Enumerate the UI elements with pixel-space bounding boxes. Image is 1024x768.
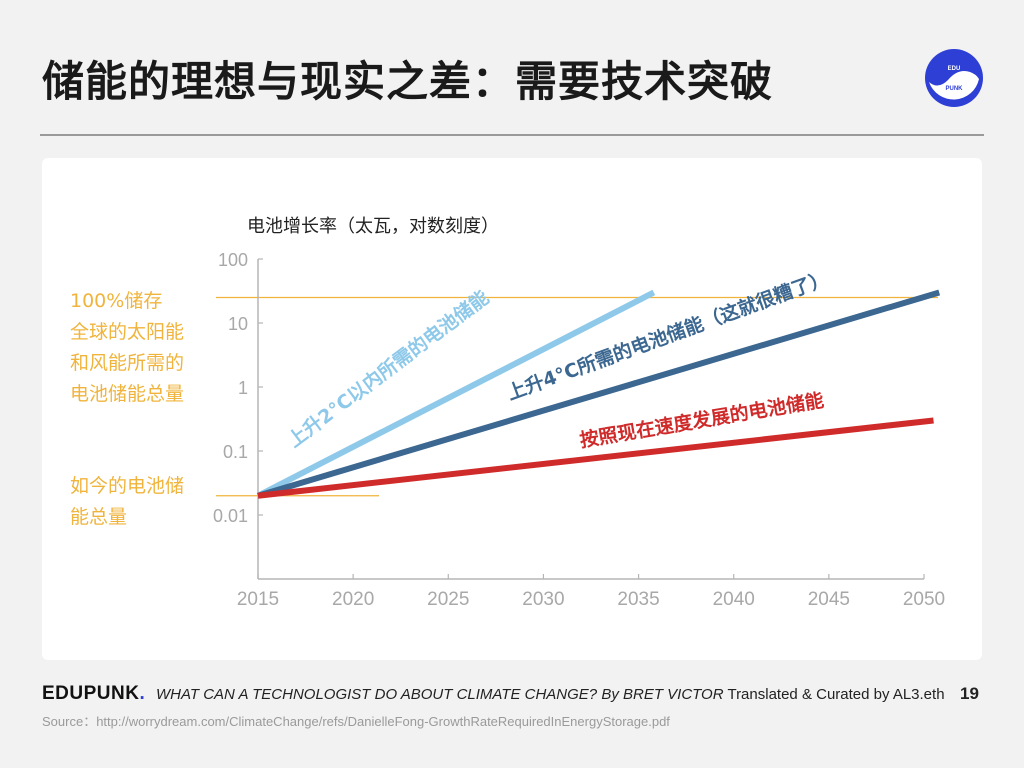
y-tick-label: 10 [228,314,248,334]
footer-plain-text: Translated & Curated by AL3.eth [723,686,945,703]
svg-text:PUNK: PUNK [945,86,963,92]
chart-panel: 电池增长率（太瓦，对数刻度） 100 10 1 0.1 0.01 2015 2020 2025 2… [42,158,982,660]
reference-label-full-storage: 100%储存全球的太阳能和风能所需的电池储能总量 [70,290,184,405]
y-tick-label: 100 [218,250,248,270]
edupunk-logo: EDU PUNK [924,48,984,108]
page-title: 储能的理想与现实之差：需要技术突破 [42,57,774,106]
x-tick-label: 2045 [808,589,850,610]
page-number: 19 [960,684,979,703]
series-line-1 [256,289,656,499]
reference-label-current-storage: 如今的电池储能总量 [70,475,184,528]
series-line-2 [257,289,941,499]
footer-italic-text: WHAT CAN A TECHNOLOGIST DO ABOUT CLIMATE… [156,686,724,703]
x-tick-label: 2025 [427,589,469,610]
x-tick-label: 2020 [332,589,374,610]
series-line-3 [257,417,934,499]
x-tick-label: 2040 [713,589,755,610]
series-label-2: 上升4°C所需的电池储能（这就很糟了） [504,267,832,405]
x-tick-label: 2015 [237,589,279,610]
x-tick-label: 2050 [903,589,945,610]
footer-credit: WHAT CAN A TECHNOLOGIST DO ABOUT CLIMATE… [156,686,945,703]
wave-logo-icon: EDU PUNK [925,49,983,107]
y-tick-label: 1 [238,378,248,398]
y-tick-label: 0.01 [213,506,248,526]
brand-name: EDUPUNK [42,683,140,704]
title-divider [40,134,984,136]
svg-text:EDU: EDU [948,66,961,72]
growth-rate-chart: 电池增长率（太瓦，对数刻度） 100 10 1 0.1 0.01 2015 2020 2025 2… [70,216,945,610]
brand-dot: . [139,683,146,704]
x-tick-label: 2035 [617,589,659,610]
y-axis-title: 电池增长率（太瓦，对数刻度） [247,216,499,237]
series-label-3: 按照现在速度发展的电池储能 [578,388,825,451]
footer-brand: EDUPUNK. [42,683,145,705]
source-citation: Source：http://worrydream.com/ClimateChan… [42,714,670,729]
y-tick-label: 0.1 [223,442,248,462]
x-tick-label: 2030 [522,589,564,610]
